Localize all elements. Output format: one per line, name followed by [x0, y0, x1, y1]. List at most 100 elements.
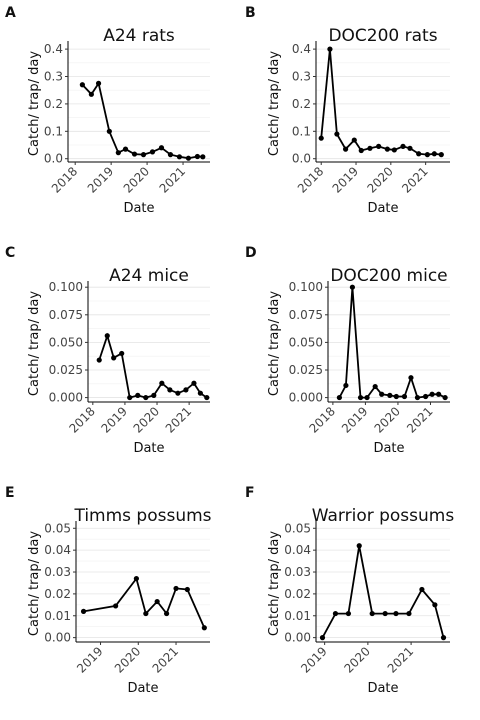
data-point — [197, 390, 203, 396]
data-point — [414, 394, 421, 401]
x-tick-label: 2018 — [307, 404, 338, 435]
data-point — [149, 149, 156, 155]
panel: A A24 rats 0.0 0.1 0.2 0.3 0.4 2018 2019 2020 2021… — [5, 5, 210, 216]
data-point — [416, 151, 422, 157]
x-axis-label: Date — [367, 201, 398, 216]
x-tick-label: 2021 — [385, 644, 416, 675]
panel: B DOC200 rats 0.0 0.1 0.2 0.3 0.4 2018 2019 2020 2… — [245, 5, 450, 216]
y-tick-label: 0.03 — [44, 565, 71, 579]
x-axis-label: Date — [133, 441, 164, 456]
y-tick-label: 0.05 — [44, 521, 71, 535]
y-tick-label: 0.050 — [49, 335, 83, 349]
y-tick-label: 0.050 — [289, 335, 323, 349]
data-point — [173, 585, 179, 592]
data-point — [349, 284, 355, 290]
data-point — [367, 145, 373, 151]
x-tick-label: 2020 — [372, 404, 403, 435]
y-tick-label: 0.4 — [44, 42, 63, 56]
data-point — [143, 610, 149, 617]
data-point — [429, 391, 435, 397]
y-tick-label: 0.0 — [44, 152, 63, 166]
data-point — [440, 635, 447, 641]
x-tick-label: 2019 — [99, 404, 130, 435]
data-point — [115, 150, 121, 156]
y-tick-label: 0.00 — [284, 631, 311, 645]
y-tick-label: 0.100 — [49, 280, 83, 294]
series-line — [98, 332, 208, 399]
panel-tag: A — [5, 5, 16, 21]
panel-title: Timms possums — [73, 506, 211, 526]
panel-tag: F — [245, 485, 255, 501]
y-tick-label: 0.01 — [284, 609, 311, 623]
data-point — [88, 91, 94, 97]
data-point — [167, 387, 173, 393]
data-point — [369, 610, 375, 617]
panel: D DOC200 mice 0.000 0.025 0.050 0.075 0.100 201… — [245, 245, 450, 456]
data-point — [400, 143, 406, 149]
data-point — [423, 393, 429, 400]
data-point — [204, 394, 210, 401]
data-point — [406, 610, 412, 617]
series-line — [320, 49, 442, 156]
data-point — [393, 393, 399, 400]
x-tick-label: 2021 — [163, 404, 194, 435]
data-point — [80, 608, 87, 614]
data-point — [133, 575, 139, 582]
data-point — [407, 145, 413, 151]
data-point — [201, 625, 207, 631]
y-tick-label: 0.1 — [292, 124, 311, 138]
data-point — [391, 147, 397, 153]
panel-tag: B — [245, 5, 256, 21]
data-point — [431, 151, 437, 157]
data-point — [200, 154, 206, 160]
data-point — [167, 152, 174, 158]
y-axis-label: Catch/ trap/ day — [267, 291, 282, 396]
data-point — [358, 147, 364, 154]
data-point — [432, 602, 438, 608]
x-axis-label: Date — [373, 441, 404, 456]
data-point — [159, 380, 165, 386]
y-tick-label: 0.100 — [289, 280, 323, 294]
data-point — [131, 151, 138, 157]
x-tick-label: 2021 — [150, 644, 181, 675]
panel-tag: D — [245, 245, 257, 261]
y-tick-label: 0.3 — [44, 70, 63, 84]
data-point — [382, 610, 388, 617]
data-point — [372, 383, 378, 390]
data-point — [111, 355, 117, 361]
x-tick-label: 2020 — [131, 404, 162, 435]
panel: F Warrior possums 0.00 0.01 0.02 0.03 0.04 0.05… — [245, 485, 454, 696]
y-tick-label: 0.025 — [289, 363, 323, 377]
data-point — [176, 154, 183, 160]
data-point — [163, 610, 170, 617]
data-point — [436, 391, 442, 397]
data-point — [191, 380, 197, 386]
data-point — [184, 586, 190, 593]
x-tick-label: 2021 — [404, 404, 435, 435]
data-point — [408, 375, 414, 381]
data-point — [336, 394, 342, 401]
x-tick-label: 2021 — [157, 164, 188, 195]
y-tick-label: 0.00 — [44, 631, 71, 645]
data-point — [79, 82, 85, 88]
data-point — [384, 146, 390, 152]
x-tick-label: 2020 — [341, 644, 372, 675]
y-tick-label: 0.000 — [289, 391, 323, 405]
y-tick-label: 0.025 — [49, 363, 83, 377]
x-tick-label: 2020 — [121, 164, 152, 195]
panel-title: Warrior possums — [312, 506, 455, 526]
data-point — [393, 610, 399, 617]
data-point — [401, 393, 408, 400]
panel-title: A24 mice — [109, 266, 189, 286]
data-point — [318, 135, 324, 141]
data-point — [442, 394, 448, 401]
panel-title: DOC200 rats — [328, 26, 437, 46]
y-axis-label: Catch/ trap/ day — [27, 291, 42, 396]
data-point — [183, 387, 189, 393]
x-tick-label: 2019 — [339, 404, 370, 435]
data-point — [95, 80, 102, 86]
x-axis-label: Date — [367, 681, 398, 696]
series-line — [83, 576, 206, 629]
data-point — [332, 610, 339, 617]
y-tick-label: 0.000 — [49, 391, 83, 405]
